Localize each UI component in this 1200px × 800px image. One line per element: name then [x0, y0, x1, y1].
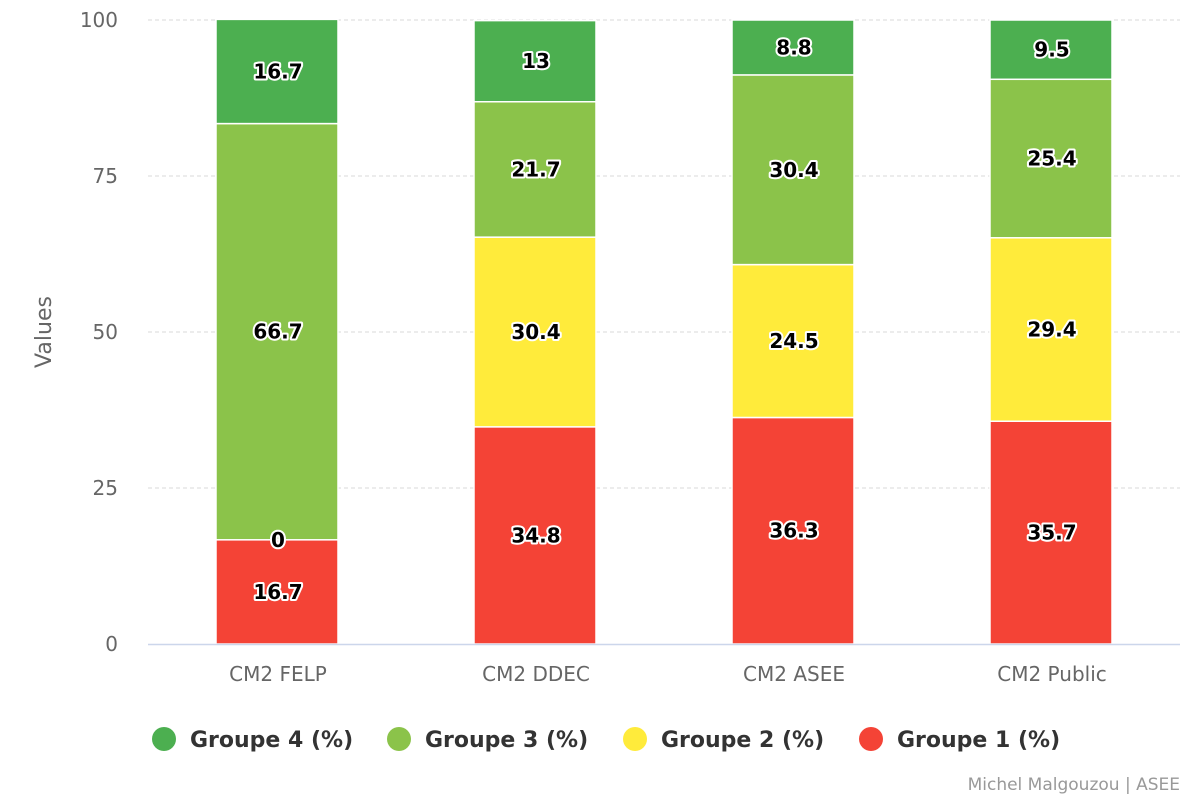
bar-cm2-asee-groupe-4[interactable] — [731, 19, 855, 76]
data-label-cm2-asee-groupe-4: 8.8 — [776, 35, 811, 59]
data-labels: 16.7 0 66.7 16.7 34.8 30.4 21.7 13 36.3 24.5 30.4 8… — [251, 33, 1078, 605]
legend-item-groupe-4[interactable]: Groupe 4 (%) — [152, 727, 353, 753]
data-label-cm2-felp-groupe-2: 0 — [271, 528, 285, 552]
bar-cm2-ddec-groupe-2[interactable] — [473, 236, 597, 428]
legend-marker — [387, 727, 411, 751]
credits[interactable]: Michel Malgouzou | ASEE — [968, 775, 1180, 795]
legend-item-groupe-2[interactable]: Groupe 2 (%) — [623, 727, 824, 753]
y-tick-label-0: 0 — [105, 632, 118, 656]
data-label-cm2-asee-groupe-3: 30.4 — [769, 158, 818, 182]
y-tick-label-100: 100 — [80, 8, 118, 32]
bar-cm2-public-groupe-4[interactable] — [989, 19, 1113, 81]
legend-item-groupe-3[interactable]: Groupe 3 (%) — [387, 727, 588, 753]
legend-marker — [623, 727, 647, 751]
bar-cm2-ddec-groupe-3[interactable] — [473, 100, 597, 238]
data-label-cm2-public-groupe-1: 35.7 — [1027, 521, 1076, 545]
bar-cm2-ddec-groupe-1[interactable] — [473, 426, 597, 645]
legend-label: Groupe 3 (%) — [425, 728, 588, 753]
data-label-cm2-felp-groupe-4: 16.7 — [253, 59, 302, 83]
data-label-cm2-asee-groupe-1: 36.3 — [769, 519, 818, 543]
y-tick-label-50: 50 — [93, 320, 118, 344]
bar-cm2-asee-groupe-2[interactable] — [731, 263, 855, 419]
data-label-cm2-asee-groupe-2: 24.5 — [769, 329, 818, 353]
legend: Groupe 4 (%) Groupe 3 (%) Groupe 2 (%) Grou… — [152, 727, 1060, 753]
data-label-cm2-public-groupe-4: 9.5 — [1034, 38, 1069, 62]
data-label-cm2-felp-groupe-1: 16.7 — [253, 580, 302, 604]
axes: 0 25 50 75 100 CM2 FELP CM2 DDEC CM2 ASEE CM2 Pu… — [80, 8, 1180, 686]
bars — [215, 18, 1113, 645]
data-label-cm2-ddec-groupe-2: 30.4 — [511, 320, 560, 344]
x-tick-label-cm2-public: CM2 Public — [997, 662, 1107, 686]
bar-cm2-asee-groupe-1[interactable] — [731, 416, 855, 645]
legend-marker — [859, 727, 883, 751]
x-tick-label-cm2-asee: CM2 ASEE — [743, 662, 845, 686]
data-label-cm2-ddec-groupe-1: 34.8 — [511, 523, 560, 547]
bar-cm2-asee-groupe-3[interactable] — [731, 74, 855, 266]
legend-marker — [152, 727, 176, 751]
legend-item-groupe-1[interactable]: Groupe 1 (%) — [859, 727, 1060, 753]
y-axis-title: Values — [32, 296, 57, 368]
y-tick-label-75: 75 — [93, 164, 118, 188]
x-tick-label-cm2-felp: CM2 FELP — [229, 662, 327, 686]
legend-label: Groupe 4 (%) — [190, 728, 353, 753]
legend-label: Groupe 2 (%) — [661, 728, 824, 753]
data-label-cm2-public-groupe-2: 29.4 — [1027, 318, 1076, 342]
bar-cm2-public-groupe-3[interactable] — [989, 78, 1113, 239]
data-label-cm2-ddec-groupe-3: 21.7 — [511, 157, 560, 181]
legend-label: Groupe 1 (%) — [897, 728, 1060, 753]
y-tick-label-25: 25 — [93, 476, 118, 500]
bar-cm2-felp-groupe-4[interactable] — [215, 18, 339, 125]
bar-cm2-public-groupe-2[interactable] — [989, 237, 1113, 422]
data-label-cm2-public-groupe-3: 25.4 — [1027, 147, 1076, 171]
bar-cm2-public-groupe-1[interactable] — [989, 420, 1113, 645]
bar-cm2-ddec-groupe-4[interactable] — [473, 19, 597, 103]
bar-cm2-felp-groupe-3[interactable] — [215, 122, 339, 541]
x-tick-label-cm2-ddec: CM2 DDEC — [482, 662, 590, 686]
data-label-cm2-ddec-groupe-4: 13 — [522, 49, 550, 73]
data-label-cm2-felp-groupe-3: 66.7 — [253, 320, 302, 344]
